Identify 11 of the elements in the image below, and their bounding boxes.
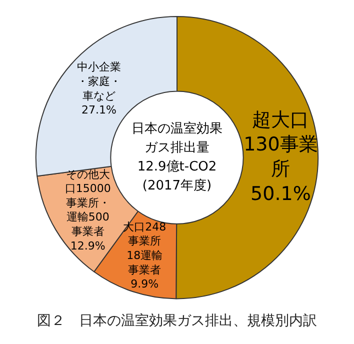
- text: 日本の温室効果ガス排出量: [132, 120, 222, 156]
- text: 図２ 日本の温室効果ガス排出、規模別内訳: [37, 313, 317, 330]
- slice-label: 超大口130事業所: [244, 108, 318, 180]
- text: (2017年度): [142, 177, 212, 194]
- slice-label: その他大口15000事業所・運輸500事業者: [64, 168, 111, 238]
- data-label: 50.1%: [250, 182, 311, 205]
- data-label: 9.9%: [130, 278, 159, 291]
- data-label: 12.9%: [70, 239, 106, 252]
- data-label: 27.1%: [82, 104, 116, 117]
- slice-label: 中小企業・家庭・車など: [76, 60, 121, 102]
- text: 12.9億t-CO2: [137, 159, 217, 174]
